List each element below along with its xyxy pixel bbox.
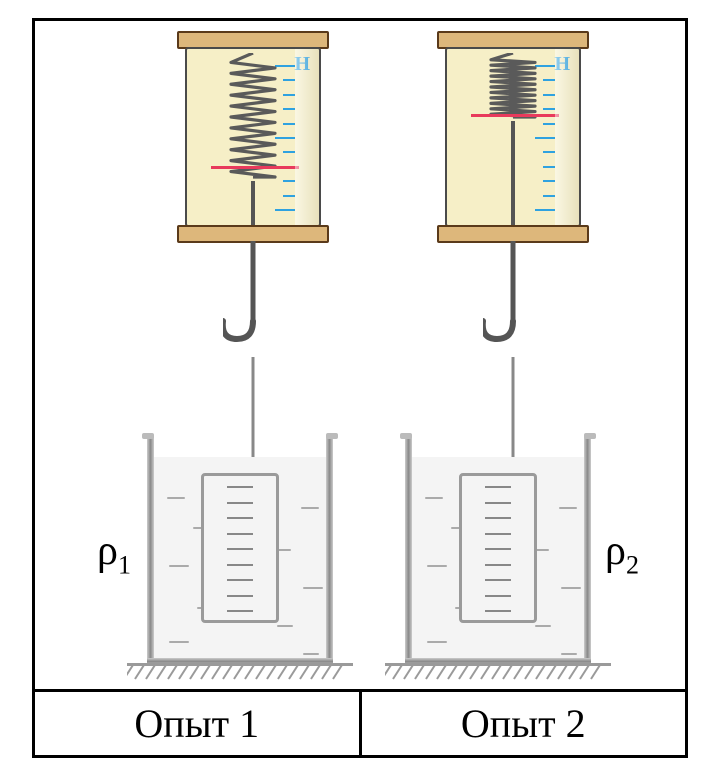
rho2-label: ρ2	[605, 527, 639, 580]
page-root: Н Н	[0, 0, 720, 778]
spring-1	[227, 53, 279, 183]
beaker-walls	[147, 435, 333, 665]
dyn-rod-1	[251, 181, 255, 227]
caption-2: Опыт 2	[360, 690, 687, 756]
ground-1	[127, 663, 353, 689]
unit-label: Н	[554, 53, 571, 76]
dyn-rod-2	[511, 121, 515, 227]
beaker-walls	[405, 435, 591, 665]
rho-symbol: ρ	[97, 528, 118, 574]
pointer-2	[471, 114, 559, 117]
unit-label: Н	[294, 53, 311, 76]
rho-sub: 1	[118, 550, 131, 579]
pointer-1	[211, 166, 299, 169]
figure-canvas: Н Н	[35, 21, 685, 689]
dynamometer-2: Н	[445, 31, 581, 243]
figure-table: Н Н	[32, 18, 688, 758]
caption-1: Опыт 1	[34, 690, 361, 756]
ground-2	[385, 663, 611, 689]
spring-2	[487, 53, 539, 123]
dynamometer-1: Н	[185, 31, 321, 243]
beaker-1	[147, 435, 333, 665]
rho-sub: 2	[626, 550, 639, 579]
hook-1	[223, 241, 283, 371]
hook-2	[483, 241, 543, 371]
figure-cell: Н Н	[34, 20, 687, 691]
dyn-body: Н	[445, 47, 581, 227]
rho1-label: ρ1	[97, 527, 131, 580]
dyn-body: Н	[185, 47, 321, 227]
beaker-2	[405, 435, 591, 665]
rho-symbol: ρ	[605, 528, 626, 574]
